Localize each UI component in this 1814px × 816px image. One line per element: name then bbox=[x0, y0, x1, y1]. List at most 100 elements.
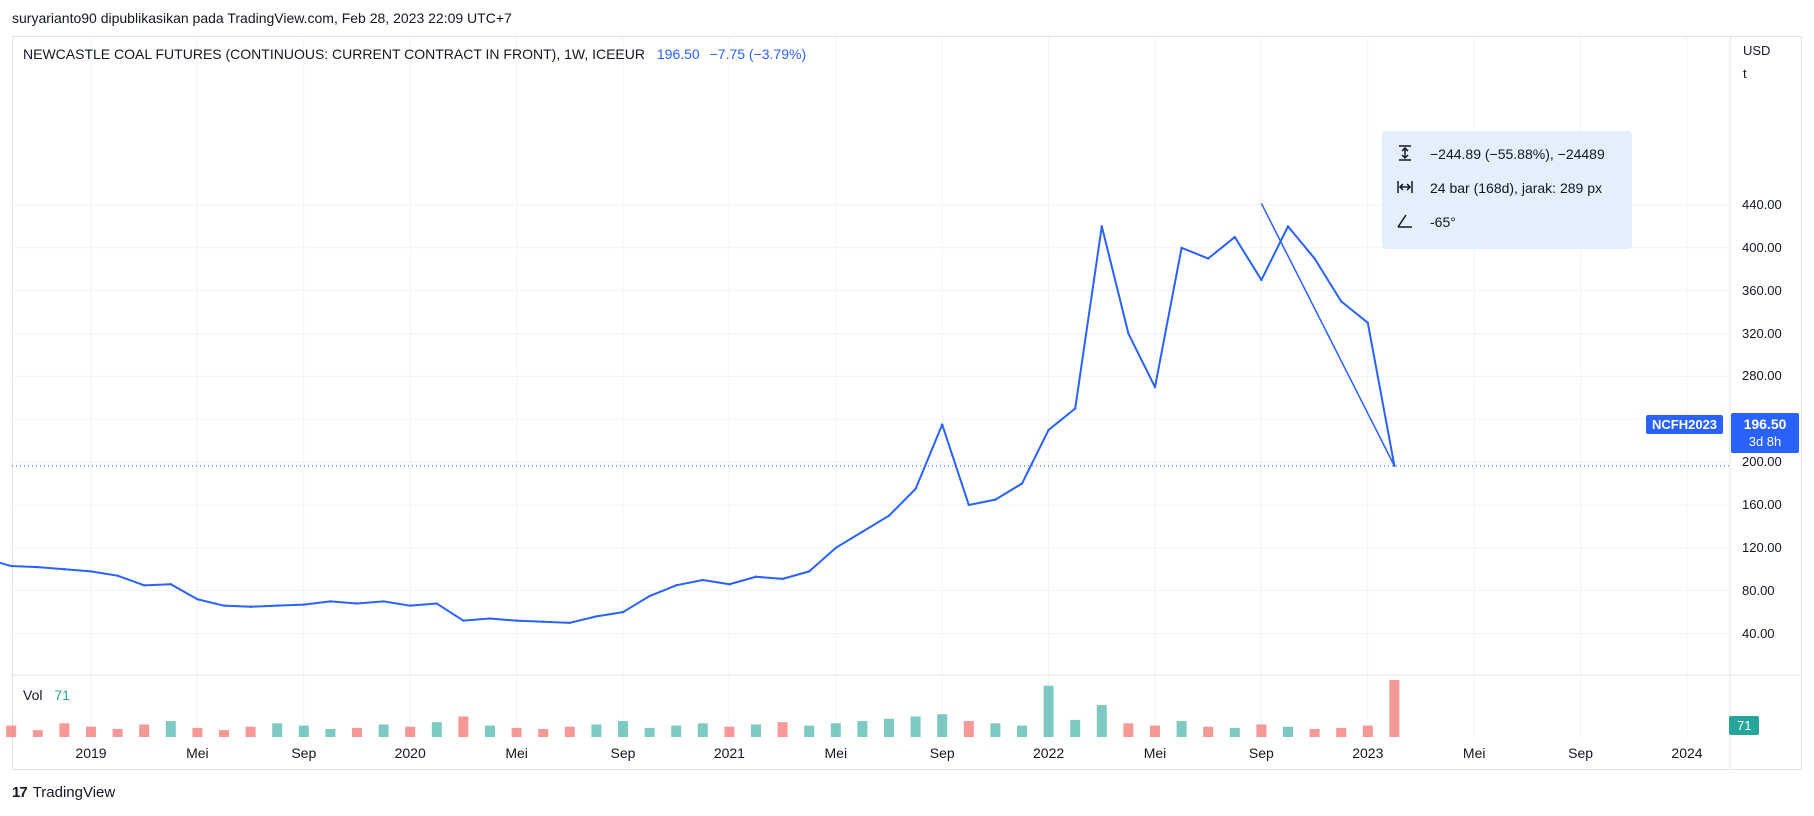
time-tick-label: 2020 bbox=[394, 745, 426, 761]
measure-angle: -65° bbox=[1430, 214, 1456, 230]
time-tick-label: 2022 bbox=[1033, 745, 1065, 761]
volume-bar bbox=[777, 722, 788, 737]
price-badge-value: 196.50 bbox=[1743, 416, 1787, 432]
volume-bar bbox=[458, 716, 469, 737]
price-point bbox=[1233, 235, 1237, 239]
price-point bbox=[488, 617, 492, 620]
volume-label: Vol bbox=[23, 687, 43, 703]
volume-bar bbox=[405, 726, 416, 737]
volume-badge: 71 bbox=[1729, 716, 1760, 735]
price-point bbox=[222, 604, 226, 607]
volume-bar bbox=[538, 729, 549, 737]
tradingview-logo-icon: 17 bbox=[12, 784, 28, 801]
volume-bar bbox=[591, 724, 602, 737]
volume-bar bbox=[1283, 726, 1293, 737]
volume-bar bbox=[1176, 721, 1187, 737]
price-point bbox=[887, 514, 891, 517]
price-point bbox=[728, 583, 731, 586]
measure-line[interactable] bbox=[1260, 203, 1396, 467]
time-tick-label: 2019 bbox=[75, 745, 107, 761]
time-tick-label: Mei bbox=[505, 745, 528, 761]
price-tick-label: 400.00 bbox=[1742, 239, 1782, 255]
volume-bar bbox=[325, 729, 336, 737]
volume-bar bbox=[298, 725, 309, 737]
price-point bbox=[382, 600, 385, 603]
price-point bbox=[1047, 428, 1050, 432]
time-tick-label: Mei bbox=[1143, 745, 1167, 761]
volume-bar bbox=[1017, 725, 1027, 737]
volume-bar bbox=[32, 730, 43, 737]
price-point bbox=[1127, 332, 1130, 335]
time-tick-label: 2021 bbox=[713, 745, 745, 761]
volume-bar bbox=[697, 723, 708, 737]
price-point bbox=[143, 584, 146, 587]
volume-bar bbox=[139, 724, 150, 737]
price-point bbox=[169, 583, 172, 586]
volume-bar bbox=[378, 724, 389, 737]
price-point bbox=[276, 604, 279, 607]
price-unit-measure: t bbox=[1743, 66, 1747, 81]
price-point bbox=[1074, 407, 1077, 410]
tradingview-brand[interactable]: 17 TradingView bbox=[12, 784, 115, 801]
price-point bbox=[1340, 300, 1343, 303]
volume-bar bbox=[1309, 729, 1320, 737]
volume-bar bbox=[1336, 727, 1347, 737]
price-tick-label: 360.00 bbox=[1742, 282, 1782, 298]
price-tick-label: 80.00 bbox=[1742, 582, 1775, 598]
price-point bbox=[36, 565, 39, 569]
volume-legend[interactable]: Vol 71 bbox=[23, 687, 70, 703]
time-tick-label: 2024 bbox=[1671, 745, 1703, 761]
symbol-name: NEWCASTLE COAL FUTURES (CONTINUOUS: CURR… bbox=[23, 46, 645, 62]
price-tick-label: 320.00 bbox=[1742, 325, 1782, 341]
volume-bar bbox=[830, 723, 841, 737]
price-point bbox=[754, 575, 758, 578]
price-tick-label: 120.00 bbox=[1742, 539, 1782, 555]
bar-range-icon bbox=[1397, 181, 1413, 193]
time-tick-label: Mei bbox=[824, 745, 848, 761]
price-point bbox=[1153, 385, 1157, 389]
price-point bbox=[861, 530, 864, 533]
price-unit-currency: USD bbox=[1743, 43, 1771, 58]
volume-bar bbox=[1362, 725, 1373, 737]
price-point bbox=[648, 594, 651, 598]
last-price: 196.50 bbox=[656, 46, 700, 62]
symbol-legend[interactable]: NEWCASTLE COAL FUTURES (CONTINUOUS: CURR… bbox=[23, 46, 806, 62]
volume-bar bbox=[910, 716, 921, 737]
bar-countdown: 3d 8h bbox=[1748, 434, 1782, 449]
chart-frame bbox=[12, 36, 1802, 770]
price-point bbox=[1286, 225, 1290, 228]
price-point bbox=[1180, 246, 1183, 249]
time-tick-label: Mei bbox=[186, 745, 209, 761]
price-point bbox=[89, 570, 93, 573]
price-tick-label: 440.00 bbox=[1742, 196, 1782, 212]
price-point bbox=[63, 568, 66, 571]
price-point bbox=[10, 564, 13, 568]
price-point bbox=[1207, 257, 1210, 260]
price-point bbox=[781, 577, 784, 581]
volume-bar bbox=[485, 725, 495, 737]
volume-bar bbox=[245, 726, 256, 737]
angle-icon bbox=[1397, 214, 1412, 228]
volume-bar bbox=[564, 726, 575, 737]
price-point bbox=[329, 600, 332, 603]
volume-bar bbox=[1150, 725, 1160, 737]
price-badge: 196.50 3d 8h bbox=[1731, 413, 1799, 453]
price-point bbox=[595, 615, 598, 618]
price-change: −7.75 (−3.79%) bbox=[709, 46, 807, 62]
time-tick-label: Mei bbox=[1462, 745, 1486, 761]
price-tick-label: 40.00 bbox=[1742, 625, 1775, 641]
price-point bbox=[568, 621, 571, 625]
volume-bar bbox=[1256, 724, 1267, 737]
price-point bbox=[542, 620, 545, 623]
price-tick-label: 160.00 bbox=[1742, 496, 1782, 512]
price-tick-label: 200.00 bbox=[1742, 454, 1782, 470]
volume-bar bbox=[219, 730, 229, 737]
volume-bar bbox=[6, 725, 17, 737]
price-point bbox=[435, 602, 438, 605]
measure-tooltip: −244.89 (−55.88%), −24489 24 bar (168d),… bbox=[1382, 131, 1632, 249]
price-point bbox=[675, 584, 678, 587]
volume-bar bbox=[937, 714, 948, 737]
volume-bar bbox=[165, 721, 176, 737]
price-point bbox=[196, 598, 199, 601]
